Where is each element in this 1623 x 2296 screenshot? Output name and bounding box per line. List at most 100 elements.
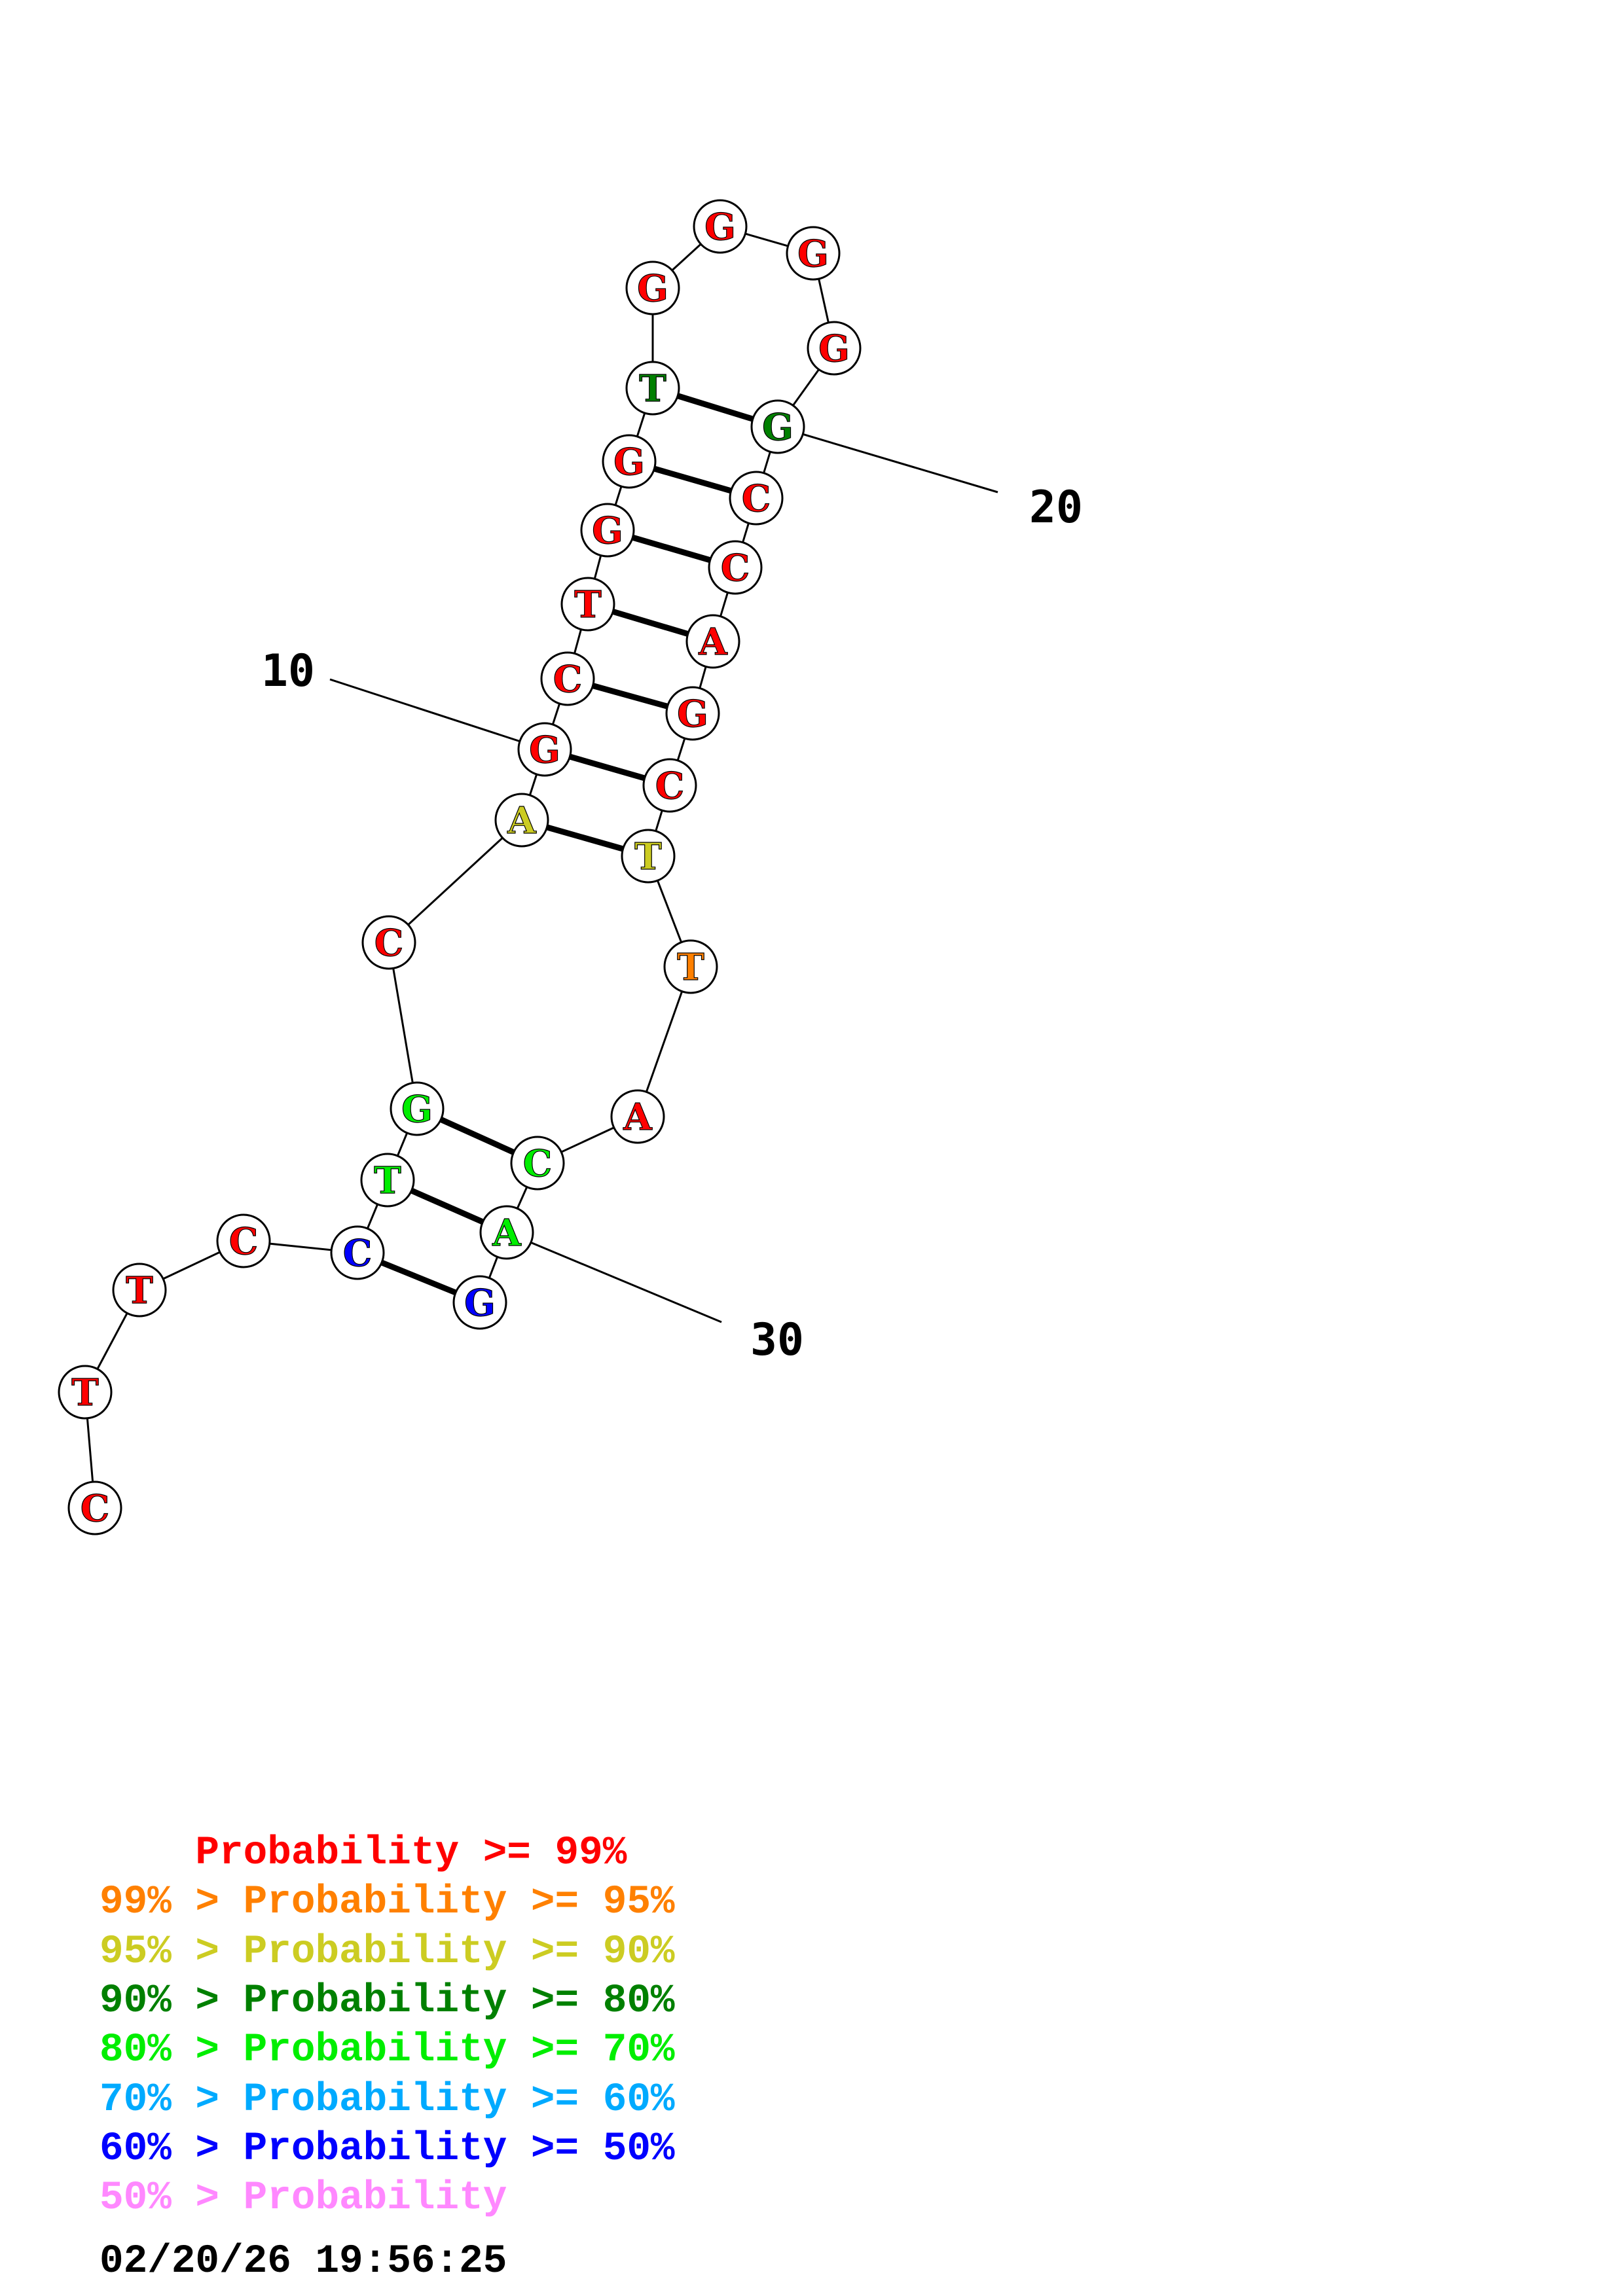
nucleotide-3: T [112,1263,167,1318]
tick-line-20 [777,425,998,493]
nucleotide-21: C [729,471,784,526]
nucleotide-circle [665,686,720,741]
nucleotide-1: C [67,1480,122,1535]
nucleotide-16: G [625,260,680,315]
nucleotide-4: C [216,1213,271,1268]
nucleotide-10: G [517,722,572,777]
nucleotide-letter: C [721,547,750,590]
legend-entry-8: 50% > Probability [100,2176,507,2221]
legend-entry-5: 80% > Probability >= 70% [100,2028,675,2073]
nucleotide-letter: T [677,946,704,989]
nucleotide-circle [361,915,416,970]
tick-line-10 [329,678,545,751]
nucleotide-circle [708,540,763,595]
nucleotide-28: A [610,1089,665,1144]
nucleotide-11: C [540,651,595,706]
nucleotide-letter: A [507,799,537,842]
nucleotide-letter: G [762,406,793,449]
timestamp: 02/20/26 19:56:25 [100,2239,507,2284]
nucleotide-letter: C [229,1220,259,1263]
nucleotide-letter: C [374,922,404,965]
nucleotide-15: T [625,361,680,416]
nucleotide-circle [67,1480,122,1535]
nucleotide-19: G [807,321,862,376]
nucleotide-circle [786,226,841,281]
nucleotide-18: G [786,226,841,281]
base-pair-layer [356,385,779,1306]
legend-entry-4: 90% > Probability >= 80% [100,1979,675,2024]
nucleotide-letter: A [623,1096,653,1139]
nucleotide-circle [685,614,740,669]
nucleotide-26: T [621,829,676,884]
nucleotide-24: G [665,686,720,741]
tick-layer: 10 20 30 [261,425,1083,1366]
nucleotide-circle [621,829,676,884]
tick-label-30: 30 [750,1314,804,1366]
nucleotide-23: A [685,614,740,669]
nucleotide-circle [580,503,635,558]
legend-entry-1: Probability >= 99% [100,1831,627,1876]
nucleotide-circle [750,399,805,454]
backbone-segment [388,942,418,1109]
nucleotide-circle [663,939,718,994]
nucleotide-circle [693,199,748,254]
nucleotide-circle [390,1081,445,1136]
nucleotide-circle [540,651,595,706]
nucleotide-letter: C [523,1142,553,1185]
nucleotide-22: C [708,540,763,595]
nucleotide-2: T [58,1365,113,1420]
nucleotide-letter: C [655,764,685,808]
nucleotide-8: C [361,915,416,970]
nucleotide-circle [216,1213,271,1268]
nucleotide-letter: C [81,1487,110,1530]
nucleotide-circle [330,1225,385,1280]
nucleotide-letter: G [797,232,829,276]
nucleotide-letter: G [401,1088,433,1131]
nucleotide-27: T [663,939,718,994]
nucleotide-letter: T [634,835,662,878]
nucleotide-circle [494,793,549,848]
nucleotide-circle [517,722,572,777]
backbone-segment [388,819,523,944]
nucleotide-31: G [452,1275,507,1330]
nucleotide-6: T [360,1153,415,1208]
nucleotide-12: T [560,577,615,632]
nucleotide-30: A [479,1205,534,1260]
nucleotide-letter: T [574,583,602,626]
nucleotide-letter: G [677,692,708,736]
nucleotide-letter: T [126,1269,153,1312]
legend-entry-6: 70% > Probability >= 60% [100,2077,675,2123]
nucleotide-letter: T [639,367,666,410]
legend-entry-2: 99% > Probability >= 95% [100,1880,675,1925]
nucleotide-14: G [602,434,657,489]
nucleotide-letter: G [464,1282,496,1325]
nucleotide-circle [610,1089,665,1144]
probability-legend: Probability >= 99% 99% > Probability >= … [100,1831,675,2284]
nucleotide-circle [807,321,862,376]
nucleotide-circle [560,577,615,632]
nucleotide-circle [58,1365,113,1420]
legend-entry-7: 60% > Probability >= 50% [100,2126,675,2172]
nucleotide-letter: G [613,440,645,484]
nucleotide-17: G [693,199,748,254]
nucleotide-20: G [750,399,805,454]
nucleotide-circle [625,260,680,315]
nucleotide-letter: T [71,1371,99,1414]
nucleotide-25: C [642,758,697,813]
nucleotide-letter: G [637,267,668,310]
nucleotide-letter: A [698,620,728,664]
nucleotide-circle [625,361,680,416]
nucleotide-letter: C [742,477,771,520]
nucleotide-circle [510,1136,565,1191]
nucleotide-13: G [580,503,635,558]
nucleotide-29: C [510,1136,565,1191]
nucleotide-letter: C [343,1232,373,1275]
nucleotide-circle [452,1275,507,1330]
nucleotide-letter: G [818,327,850,370]
nucleotide-letter: G [704,206,736,249]
nucleotide-letter: G [529,728,560,772]
nucleotide-9: A [494,793,549,848]
nucleotide-5: C [330,1225,385,1280]
